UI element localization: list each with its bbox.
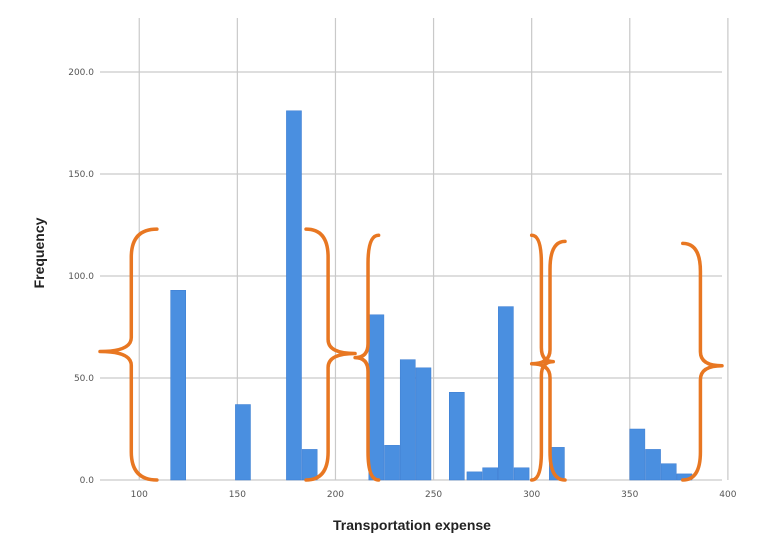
- histogram-bar: [415, 367, 432, 481]
- x-tick-label: 100: [131, 490, 148, 500]
- histogram-bar: [368, 314, 385, 481]
- curly-brace: [529, 233, 556, 482]
- curly-brace: [304, 227, 357, 482]
- y-tick-label: 0.0: [80, 476, 95, 486]
- histogram-bar: [399, 359, 416, 481]
- gridlines: [100, 18, 729, 481]
- curly-brace: [98, 227, 159, 482]
- histogram-bar: [286, 110, 302, 481]
- curly-brace: [353, 233, 381, 482]
- tick-labels: 0.0 50.0 100.0 150.0 200.0 100 150 200 250 300 350…: [68, 68, 737, 500]
- histogram-bar: [482, 467, 498, 481]
- histogram-bars: [170, 110, 693, 481]
- y-tick-label: 100.0: [68, 272, 94, 282]
- y-tick-label: 150.0: [68, 170, 94, 180]
- x-tick-label: 150: [229, 490, 246, 500]
- histogram-bar: [660, 463, 677, 481]
- x-tick-label: 300: [523, 490, 540, 500]
- x-tick-label: 250: [425, 490, 442, 500]
- histogram-bar: [449, 392, 465, 481]
- histogram-bar: [645, 449, 661, 481]
- x-tick-label: 200: [327, 490, 344, 500]
- x-axis-title: Transportation expense: [333, 517, 491, 533]
- y-tick-label: 200.0: [68, 68, 94, 78]
- histogram-bar: [513, 467, 530, 481]
- curly-brace: [681, 241, 724, 482]
- curly-brace: [529, 239, 567, 482]
- histogram-bar: [629, 428, 646, 481]
- histogram-bar: [235, 404, 251, 481]
- histogram-bar: [384, 445, 400, 481]
- x-tick-label: 400: [719, 490, 736, 500]
- y-axis-title: Frequency: [31, 217, 47, 288]
- x-tick-label: 350: [621, 490, 638, 500]
- y-tick-label: 50.0: [74, 374, 94, 384]
- histogram-bar: [170, 290, 186, 481]
- brace-annotations: [98, 227, 724, 482]
- histogram-bar: [498, 306, 514, 481]
- histogram-bar: [466, 471, 483, 481]
- histogram-bar: [301, 449, 318, 481]
